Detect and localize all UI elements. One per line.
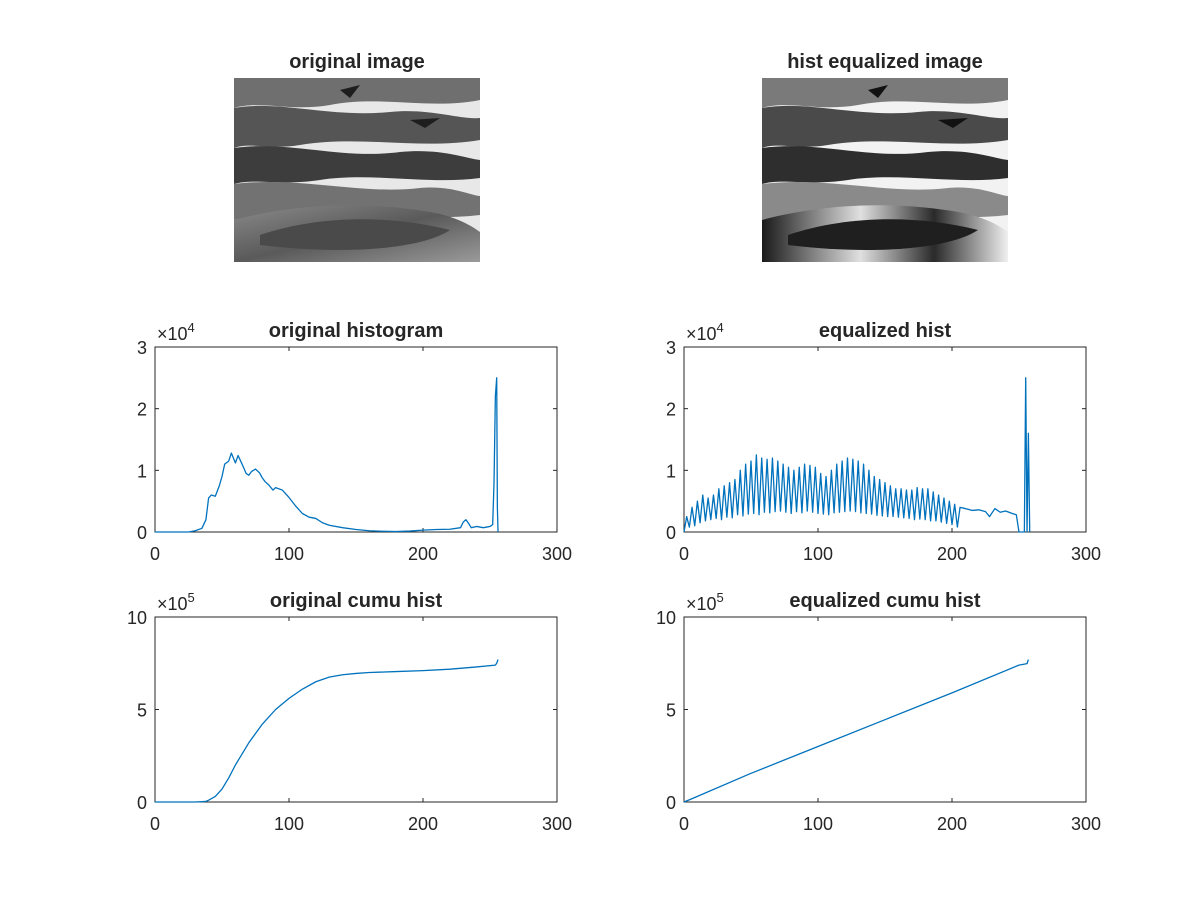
chart-0-xtick-label: 300 [542,544,572,564]
chart-1-xtick-label: 300 [1071,544,1101,564]
chart-2-ytick-label: 0 [137,793,147,813]
chart-2-xtick-label: 0 [150,814,160,834]
chart-3-title: equalized cumu hist [789,590,980,612]
chart-1-ytick-label: 1 [666,461,676,481]
chart-3-xtick-label: 100 [803,814,833,834]
chart-1-xtick-label: 100 [803,544,833,564]
chart-2-ytick-label: 10 [127,608,147,628]
chart-3-ytick-label: 10 [656,608,676,628]
chart-3-xtick-label: 0 [679,814,689,834]
equalized-image-title: hist equalized image [787,51,983,73]
chart-1-title: equalized hist [819,320,952,342]
chart-1-xtick-label: 200 [937,544,967,564]
chart-0-exponent: ×104 [157,320,195,344]
chart-3-ytick-label: 0 [666,793,676,813]
chart-2-xtick-label: 300 [542,814,572,834]
chart-1-ytick-label: 2 [666,400,676,420]
chart-1-series-line [683,377,1031,533]
chart-1-exponent: ×104 [686,320,724,344]
original-histogram-chart: original histogram ×104 0 100 200 300 0 1 2 3 [137,320,572,564]
chart-2-title: original cumu hist [270,590,443,612]
chart-2-ytick-label: 5 [137,701,147,721]
chart-1-axes-box [683,346,1087,533]
chart-3-exponent: ×105 [686,590,724,614]
chart-0-xtick-label: 200 [408,544,438,564]
original-cumulative-histogram-chart: original cumu hist ×105 0 100 200 300 0 5 10 [127,590,572,834]
equalized-image [762,78,1008,262]
chart-3-xtick-label: 300 [1071,814,1101,834]
equalized-histogram-chart: equalized hist ×104 0 100 200 300 0 1 2 3 [666,320,1101,564]
equalized-cumulative-histogram-chart: equalized cumu hist ×105 0 100 200 300 0 5 10 [656,590,1101,834]
chart-0-ytick-label: 3 [137,338,147,358]
chart-2-xtick-label: 100 [274,814,304,834]
chart-2-xtick-label: 200 [408,814,438,834]
chart-1-xtick-label: 0 [679,544,689,564]
chart-2-exponent: ×105 [157,590,195,614]
chart-3-series-line [683,659,1029,803]
original-image [234,78,480,262]
chart-3-ytick-label: 5 [666,701,676,721]
equalized-image-panel: hist equalized image [762,51,1008,262]
chart-0-xtick-label: 100 [274,544,304,564]
chart-0-ytick-label: 1 [137,461,147,481]
chart-0-series-line [155,377,499,533]
chart-2-series-line [155,659,499,803]
chart-0-xtick-label: 0 [150,544,160,564]
chart-1-ytick-label: 0 [666,523,676,543]
chart-1-ytick-label: 3 [666,338,676,358]
chart-0-axes-box [154,346,558,533]
original-image-title: original image [289,51,425,73]
original-image-panel: original image [234,51,480,262]
chart-0-ytick-label: 0 [137,523,147,543]
chart-0-title: original histogram [269,320,443,342]
chart-0-ytick-label: 2 [137,400,147,420]
chart-3-xtick-label: 200 [937,814,967,834]
